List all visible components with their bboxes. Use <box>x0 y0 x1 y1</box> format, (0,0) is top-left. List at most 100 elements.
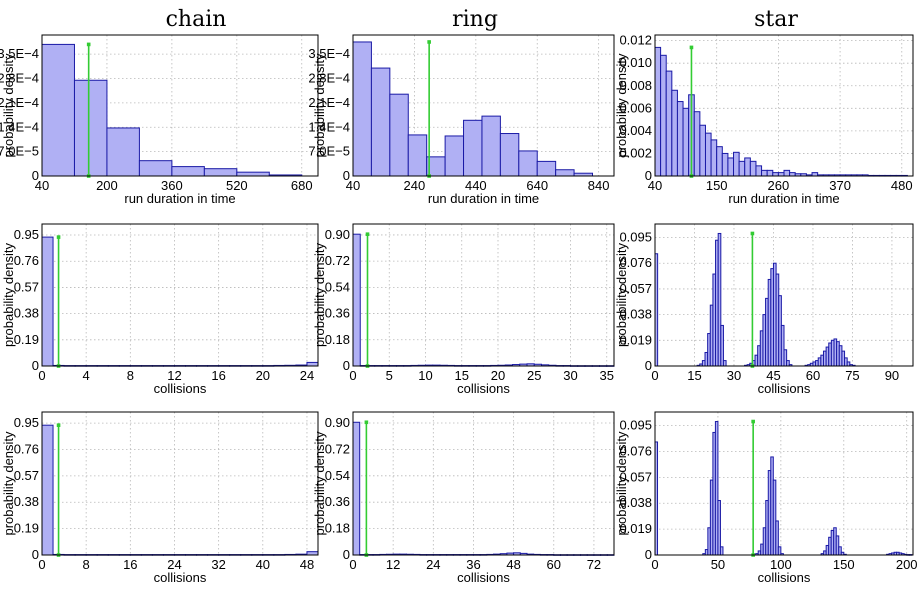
histogram-bar <box>352 421 361 556</box>
y-axis-label: probability density <box>614 242 629 347</box>
x-tick-label: 40 <box>346 178 360 193</box>
histogram-bar <box>789 172 796 177</box>
x-tick-label: 72 <box>587 557 601 572</box>
y-tick-label: 0.54 <box>325 279 350 294</box>
y-tick-label: 0 <box>343 358 350 373</box>
y-tick-label: 0 <box>645 547 652 562</box>
x-tick-label: 100 <box>770 557 792 572</box>
x-tick-label: 24 <box>426 557 440 572</box>
mean-marker-top <box>689 45 694 50</box>
x-tick-label: 50 <box>711 557 725 572</box>
histogram-bar <box>352 233 361 367</box>
x-tick-label: 200 <box>96 178 118 193</box>
x-tick-label: 40 <box>256 557 270 572</box>
x-tick-label: 12 <box>167 368 181 383</box>
histogram-bar <box>716 146 723 177</box>
x-tick-label: 0 <box>349 368 356 383</box>
x-axis-label: run duration in time <box>124 191 235 206</box>
x-tick-label: 150 <box>833 557 855 572</box>
y-tick-label: 0.54 <box>325 468 350 483</box>
plot-frame <box>352 411 615 556</box>
y-axis-label: probability density <box>312 242 327 347</box>
y-tick-label: 0.72 <box>325 253 350 268</box>
x-tick-label: 48 <box>300 557 314 572</box>
y-tick-label: 0.36 <box>325 306 350 321</box>
mean-marker-top <box>365 232 370 236</box>
histogram-bar <box>761 169 768 177</box>
y-tick-label: 1.4E−4 <box>308 119 350 134</box>
x-tick-label: 520 <box>226 178 248 193</box>
y-tick-label: 0.90 <box>325 415 350 430</box>
y-tick-label: 0.095 <box>619 418 652 433</box>
y-tick-label: 0 <box>343 168 350 183</box>
x-tick-label: 150 <box>706 178 728 193</box>
x-axis-label: run duration in time <box>428 191 539 206</box>
panel-2-2: 0 50 100 150 200 0 0.019 0.038 0.057 0.076 0.095 co… <box>614 411 918 585</box>
x-tick-label: 35 <box>600 368 614 383</box>
x-tick-label: 48 <box>506 557 520 572</box>
histogram-bar <box>720 324 724 367</box>
histogram-bar <box>407 134 428 177</box>
x-tick-label: 90 <box>885 368 899 383</box>
mean-marker-top <box>56 423 61 427</box>
x-tick-label: 0 <box>349 557 356 572</box>
y-tick-label: 0.006 <box>619 100 652 115</box>
y-tick-label: 0 <box>32 547 39 562</box>
histogram-bar <box>665 70 673 177</box>
mean-marker-top <box>427 40 431 44</box>
y-tick-label: 1.4E−4 <box>0 119 39 134</box>
histogram-bar <box>766 169 774 177</box>
x-axis-label: collisions <box>457 381 510 396</box>
histogram-bar <box>73 79 108 177</box>
x-tick-label: 12 <box>386 557 400 572</box>
y-tick-label: 0.057 <box>619 281 652 296</box>
histogram-bar <box>749 160 757 177</box>
histogram-bar <box>463 119 483 177</box>
y-tick-label: 0.72 <box>325 441 350 456</box>
column-title-star: star <box>754 7 798 32</box>
histogram-bar <box>555 169 575 177</box>
y-tick-label: 0.076 <box>619 255 652 270</box>
panel-0-0: 40 200 360 520 680 0 7.0E−5 1.4E−4 2.1E−4 2.8E−4 3… <box>0 34 319 206</box>
histogram-bar <box>481 115 501 177</box>
y-tick-label: 0.008 <box>619 78 652 93</box>
x-tick-label: 360 <box>161 178 183 193</box>
x-tick-label: 5 <box>386 368 393 383</box>
histogram-bar <box>777 172 785 177</box>
y-tick-label: 0.90 <box>325 227 350 242</box>
y-tick-label: 0 <box>645 358 652 373</box>
y-axis-label: probability density <box>1 242 16 347</box>
x-axis-label: collisions <box>457 570 510 585</box>
y-tick-label: 0.76 <box>14 441 39 456</box>
x-tick-label: 25 <box>527 368 541 383</box>
y-tick-label: 0 <box>32 168 39 183</box>
x-tick-label: 60 <box>806 368 820 383</box>
x-tick-label: 16 <box>123 557 137 572</box>
histogram-bar <box>41 43 75 177</box>
histogram-bar <box>699 124 706 177</box>
y-tick-label: 0.019 <box>619 332 652 347</box>
y-tick-label: 0.18 <box>325 521 350 536</box>
y-tick-label: 0.38 <box>14 494 39 509</box>
y-tick-label: 7.0E−5 <box>0 144 39 159</box>
histogram-bar <box>389 93 409 177</box>
y-tick-label: 0.057 <box>619 469 652 484</box>
column-title-chain: chain <box>166 7 227 32</box>
mean-marker-top <box>364 420 369 425</box>
panel-1-1: 0 5 10 15 20 25 30 35 0 0.18 0.36 0.54 0.72 0.90 colli… <box>312 223 615 396</box>
histogram-bar <box>370 67 391 177</box>
y-tick-label: 0 <box>32 358 39 373</box>
histogram-bar <box>722 360 727 367</box>
y-tick-label: 0.95 <box>14 227 39 242</box>
x-tick-label: 240 <box>404 178 426 193</box>
histogram-bar <box>738 160 746 177</box>
x-tick-label: 0 <box>38 557 45 572</box>
histogram-bar <box>671 89 678 177</box>
histogram-bar <box>727 157 735 177</box>
histogram-bar <box>444 135 465 177</box>
y-tick-label: 0 <box>645 168 652 183</box>
y-tick-label: 0.57 <box>14 468 39 483</box>
y-tick-label: 0.010 <box>619 55 652 70</box>
y-axis-label: probability density <box>614 431 629 536</box>
x-axis-label: collisions <box>758 381 811 396</box>
